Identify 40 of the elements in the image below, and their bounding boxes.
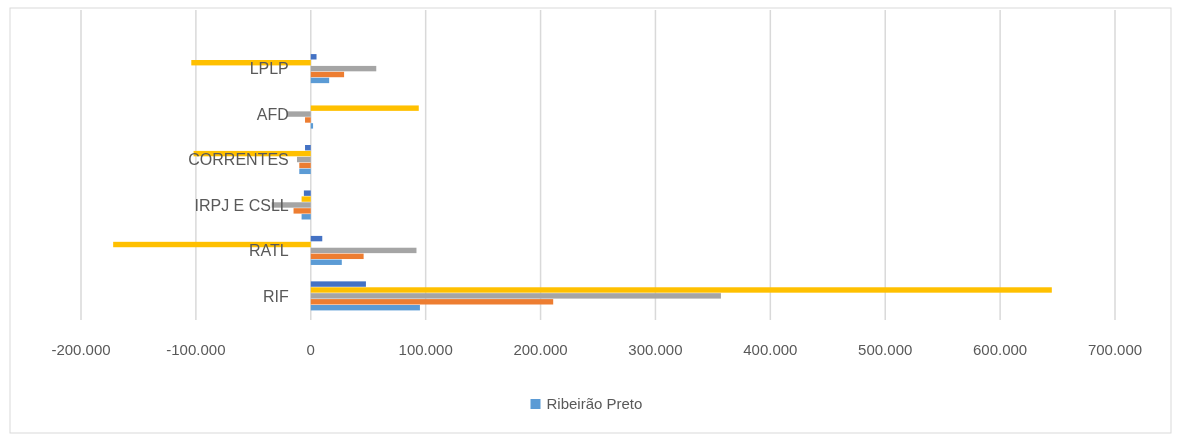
bar	[310, 299, 554, 305]
bar	[299, 162, 311, 169]
x-tick-label: 700.000	[1087, 341, 1143, 358]
y-tick-label: CORRENTES	[188, 151, 289, 169]
x-tick-label: -200.000	[51, 341, 111, 358]
legend-label: Ribeirão Preto	[546, 395, 643, 412]
bar	[310, 293, 721, 299]
bar	[301, 214, 311, 220]
bar	[305, 117, 311, 123]
bar	[301, 196, 311, 202]
bar	[286, 111, 311, 117]
bar	[310, 287, 1052, 293]
y-tick-label: IRPJ E CSLL	[194, 196, 289, 214]
bar	[310, 65, 377, 72]
bar	[299, 168, 311, 175]
bar	[310, 253, 364, 260]
bar	[310, 123, 314, 129]
y-tick-label: RATL	[249, 242, 289, 260]
bar	[310, 259, 342, 265]
x-tick-label: 100.000	[398, 341, 453, 358]
bar	[293, 208, 311, 214]
x-tick-label: 400.000	[743, 341, 798, 358]
y-tick-label: AFD	[256, 105, 289, 123]
bar	[310, 105, 419, 111]
x-tick-label: 500.000	[858, 341, 913, 358]
bar	[303, 190, 311, 196]
bar	[310, 281, 366, 287]
x-tick-label: 200.000	[513, 341, 568, 358]
bar	[310, 54, 317, 60]
bar	[305, 145, 311, 151]
bar	[310, 247, 417, 254]
bar	[310, 71, 345, 78]
bar	[296, 156, 311, 163]
x-tick-label: -100.000	[166, 341, 226, 358]
bar	[310, 77, 330, 84]
x-tick-label: 600.000	[972, 341, 1028, 358]
x-tick-label: 0	[306, 341, 315, 358]
bar	[310, 305, 420, 311]
y-tick-label: RIF	[263, 287, 289, 305]
x-tick-label: 300.000	[628, 341, 683, 358]
